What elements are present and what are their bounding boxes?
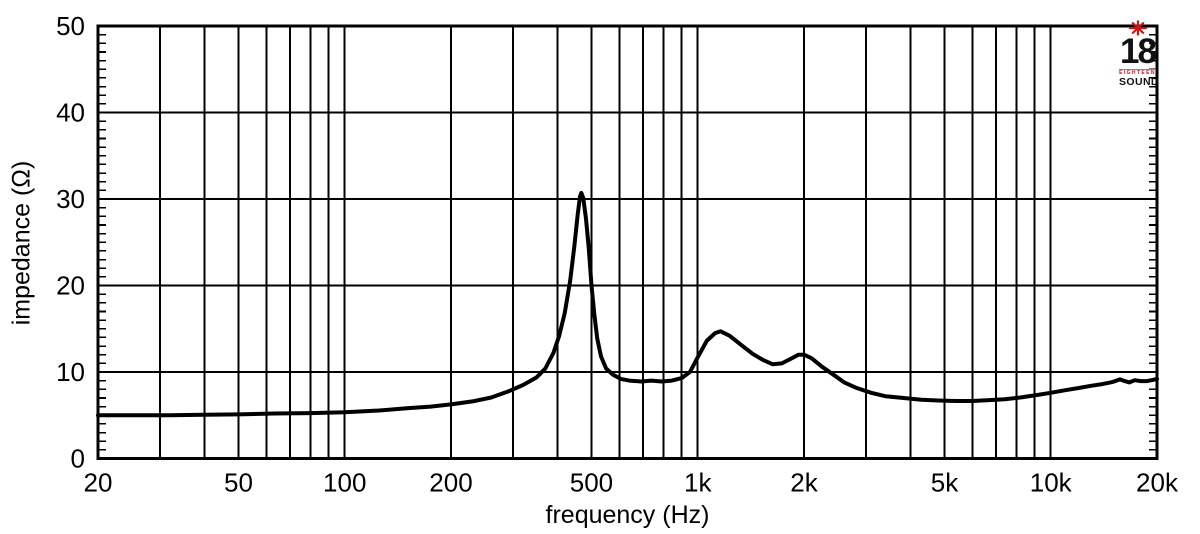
y-minor-ticks [98, 33, 1157, 451]
logo-brand-sound: SOUND [1119, 76, 1159, 89]
gridlines [98, 26, 1158, 459]
logo-number: 18 [1120, 32, 1157, 71]
series-curves [96, 190, 1159, 418]
logo-brand-eighteen: EIGHTEEN [1119, 69, 1156, 77]
x-tick-label: 50 [224, 468, 253, 498]
y-tick-label: 50 [56, 11, 85, 41]
x-tick-label: 1k [684, 468, 712, 498]
x-tick-labels: 20 50 100 200 500 1k 2k 5k 10k 20k [84, 468, 1179, 498]
x-tick-label: 20k [1136, 468, 1179, 498]
eighteen-sound-logo: 18 EIGHTEEN SOUND [1119, 20, 1159, 89]
x-tick-label: 500 [570, 468, 613, 498]
y-tick-label: 40 [56, 98, 85, 128]
x-tick-label: 10k [1030, 468, 1073, 498]
y-tick-label: 20 [56, 271, 85, 301]
y-axis-title: impedance (Ω) [7, 160, 36, 326]
impedance-curve [96, 190, 1159, 418]
x-tick-label: 20 [84, 468, 113, 498]
x-tick-label: 200 [429, 468, 472, 498]
x-tick-label: 2k [790, 468, 818, 498]
y-tick-label: 0 [71, 444, 85, 474]
x-tick-label: 5k [931, 468, 959, 498]
y-tick-label: 30 [56, 184, 85, 214]
x-tick-label: 100 [323, 468, 366, 498]
star-icon [1128, 20, 1147, 36]
y-tick-labels: 0 10 20 30 40 50 [56, 11, 85, 474]
y-tick-label: 10 [56, 357, 85, 387]
plot-frame [96, 24, 1159, 460]
x-axis-title: frequency (Hz) [545, 501, 710, 529]
